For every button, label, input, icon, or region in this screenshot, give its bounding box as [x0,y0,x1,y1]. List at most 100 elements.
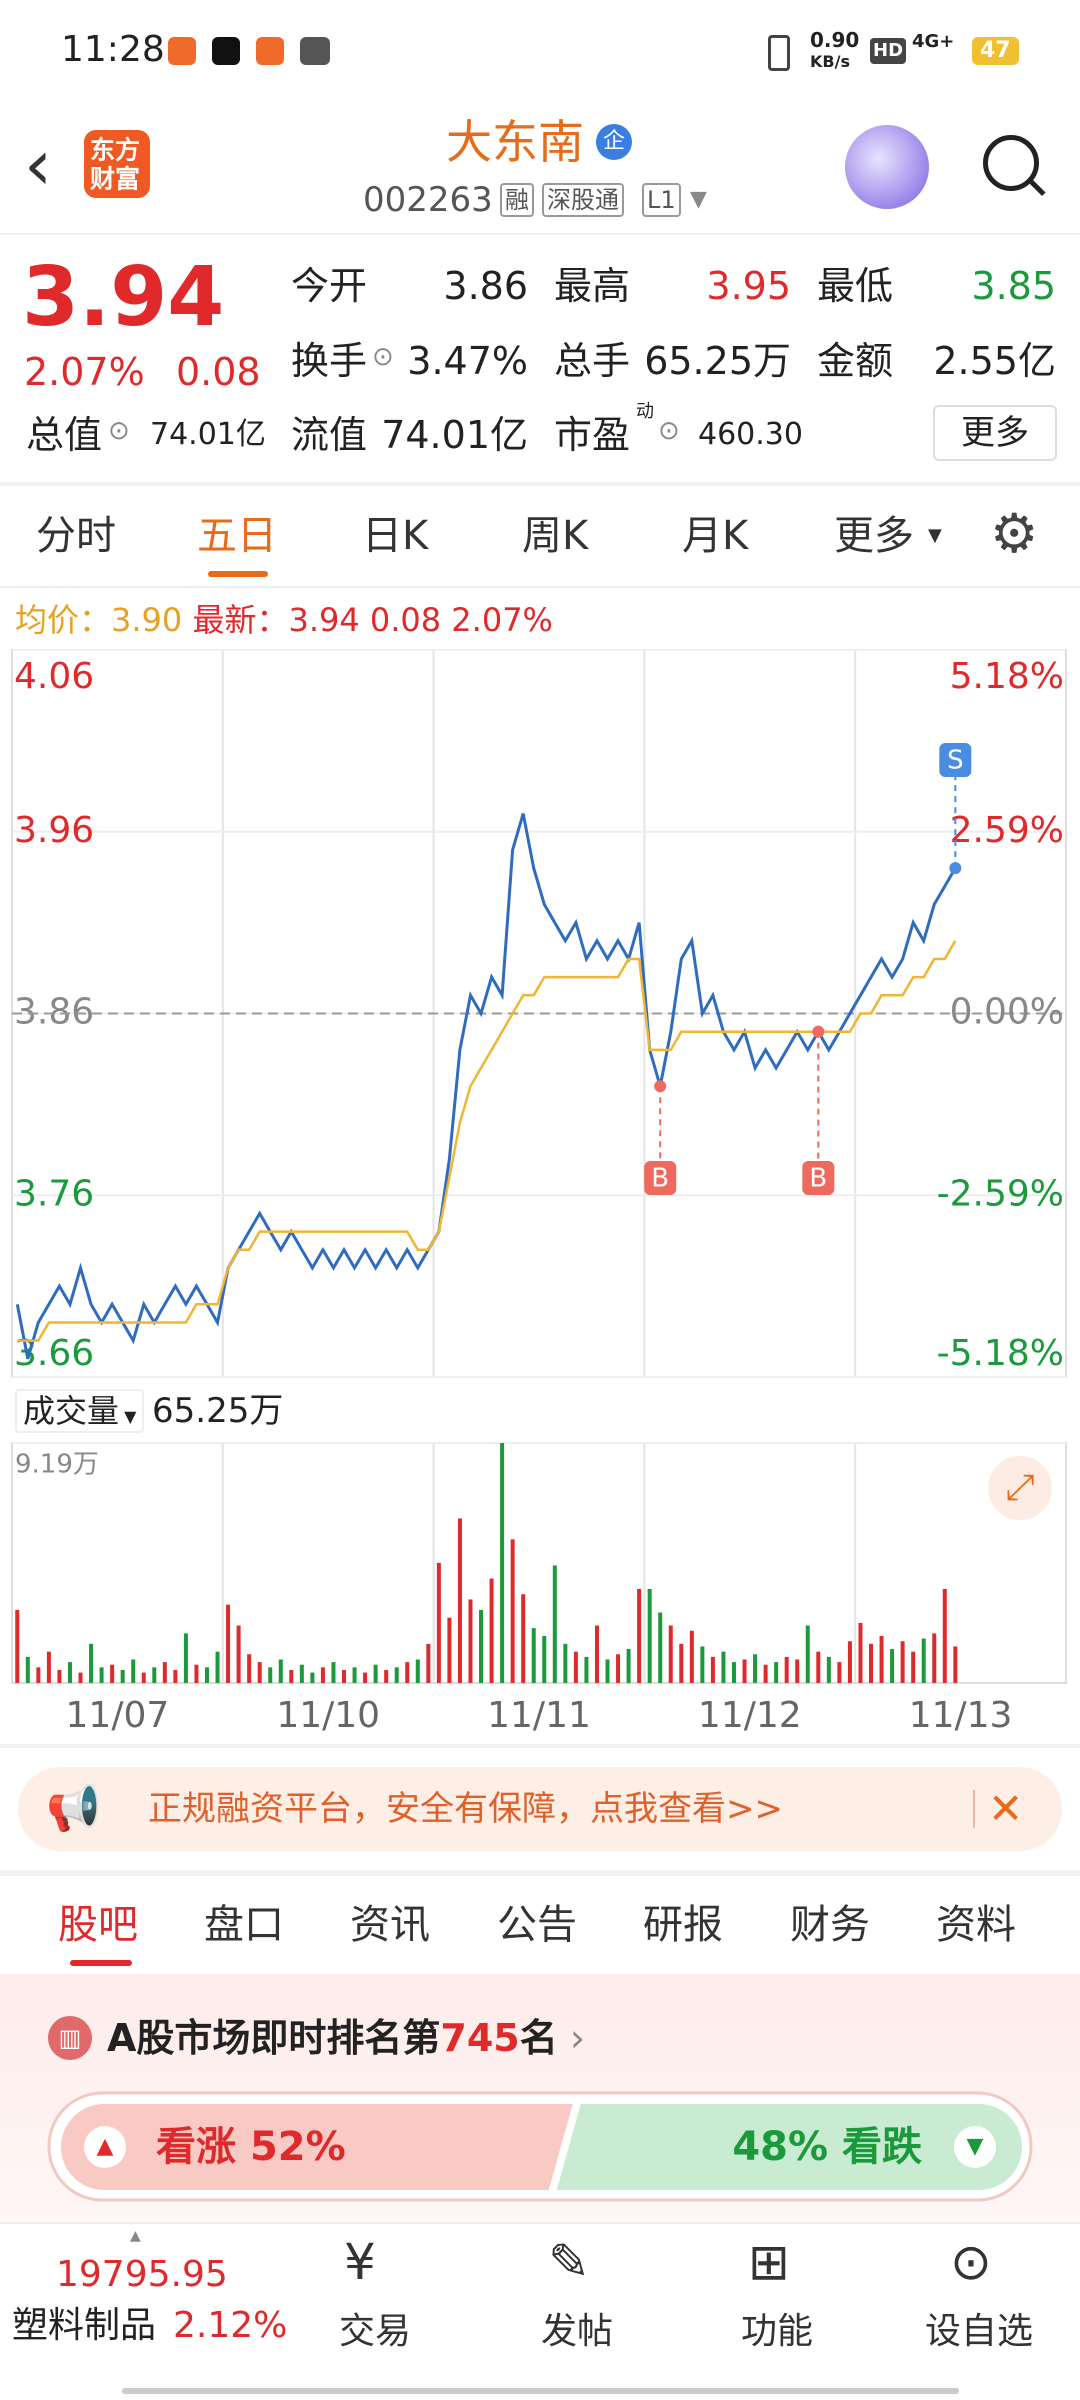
volume-bar [710,1656,715,1683]
band [0,482,1080,486]
bull-label: 看涨 [156,2124,236,2170]
y-tick-label: 3.96 [14,810,94,851]
field-value: 2.55亿 [933,339,1056,383]
more-button[interactable]: 更多 [933,405,1057,461]
volume-bar [67,1662,72,1683]
volume-bar [500,1443,505,1683]
badge: 企 [596,124,633,160]
volume-bar [689,1630,694,1683]
volume-bar [594,1625,599,1683]
info-icon[interactable]: ⊙ [372,342,394,372]
ranking-prefix: A股市场即时排名第 [107,2016,441,2060]
nav-item[interactable]: 功能 [741,2311,814,2352]
app-icon [300,37,330,65]
signal-box [644,1161,677,1195]
pct: 2.07% [24,350,145,394]
volume-bar [795,1659,800,1683]
ranking[interactable]: A股市场即时排名第745名 › [107,2016,586,2060]
info-icon[interactable]: ⊙ [658,416,680,446]
tab-active[interactable]: 五日 [197,513,277,559]
volume-bar [858,1622,863,1683]
volume-bar [763,1664,768,1683]
field-value: 460.30 [698,417,803,452]
signal-point [949,862,962,875]
volume-bar [816,1651,821,1683]
nav-item[interactable]: 发帖 [541,2311,614,2352]
section-tab[interactable]: 公告 [497,1902,577,1948]
bear-button[interactable]: ▼ [954,2126,996,2168]
x-tick-label: 11/12 [698,1695,802,1736]
ranking-icon: ▥ [48,2016,92,2060]
volume-bar [173,1669,178,1683]
section-tab[interactable]: 资讯 [350,1902,430,1948]
sector: 塑料制品 [12,2305,157,2346]
volume-bar [363,1672,368,1683]
bull-button[interactable]: ▲ [84,2126,126,2168]
avg: 3.90 [111,601,183,639]
volume-bar [647,1588,652,1683]
field-label: 最低 [817,264,894,308]
expand-button[interactable]: ⤢ [988,1456,1052,1520]
volume-bar [847,1641,852,1683]
tab-underline [208,571,268,577]
volume-frame [11,1442,1067,1684]
volume-bar [342,1669,347,1683]
section-tab[interactable]: 资料 [936,1902,1016,1948]
search-button[interactable] [983,135,1039,191]
nav-icon: ¥ [344,2233,376,2291]
section-tab[interactable]: 研报 [643,1902,723,1948]
tab[interactable]: 周K [522,513,589,559]
field-label: 总手 [554,339,631,383]
section-tab[interactable]: 盘口 [204,1902,284,1948]
banner-text[interactable]: 正规融资平台，安全有保障，点我查看>> [148,1789,783,1829]
nav-item[interactable]: 交易 [339,2311,412,2352]
nav-item[interactable]: 设自选 [925,2311,1034,2352]
back-button[interactable]: ‹ [24,124,52,206]
app-icon [212,37,240,65]
volume-bar [658,1612,663,1683]
settings-button[interactable]: ⚙ [990,502,1039,565]
volume-selector[interactable]: 成交量 ▼ [15,1389,145,1433]
tag: 融 [500,183,534,217]
bull: 看涨 52% [156,2127,346,2167]
close-button[interactable]: ✕ [988,1784,1024,1833]
volume-bar [468,1599,473,1683]
tab[interactable]: 更多 [834,513,914,559]
speed-unit: KB/s [810,52,850,71]
volume-bar [310,1672,315,1683]
section-tab[interactable]: 财务 [790,1902,870,1948]
volume-bar [953,1646,958,1683]
band [0,586,1080,588]
field-label: 换手 [291,339,368,383]
signal-box [802,1161,835,1195]
change: 0.08 [176,350,261,394]
volume-bar [921,1638,926,1683]
volume-bar [120,1669,125,1683]
footer-border [0,2222,1080,2224]
volume-bar [78,1672,83,1683]
logo-text: 东方 [90,135,141,165]
avatar[interactable] [845,125,929,209]
banner[interactable] [18,1767,1062,1851]
ranking-suffix: 名 [519,2016,558,2060]
volume-bar [204,1667,209,1683]
tab[interactable]: 分时 [36,513,116,559]
volume-bar [236,1625,241,1683]
y2-tick-label: 5.18% [950,656,1064,697]
tab[interactable]: 月K [682,513,749,559]
time: 11:28 [61,29,165,70]
y2-tick-label: 0.00% [950,992,1064,1033]
tab[interactable]: 日K [362,513,429,559]
info-icon[interactable]: ⊙ [108,416,130,446]
field-label: 市盈 [554,413,631,457]
volume-bar [89,1643,94,1683]
dropdown[interactable]: ▼ [690,187,707,212]
field-sup: 动 [636,401,654,422]
section-tab-active[interactable]: 股吧 [58,1902,138,1948]
stock-title: 大东南 [446,115,584,169]
volume-bar [890,1649,895,1683]
volume-bar [584,1656,589,1683]
volume-bar [320,1667,325,1683]
x-tick-label: 11/11 [487,1695,591,1736]
field-value: 3.47% [407,339,528,383]
